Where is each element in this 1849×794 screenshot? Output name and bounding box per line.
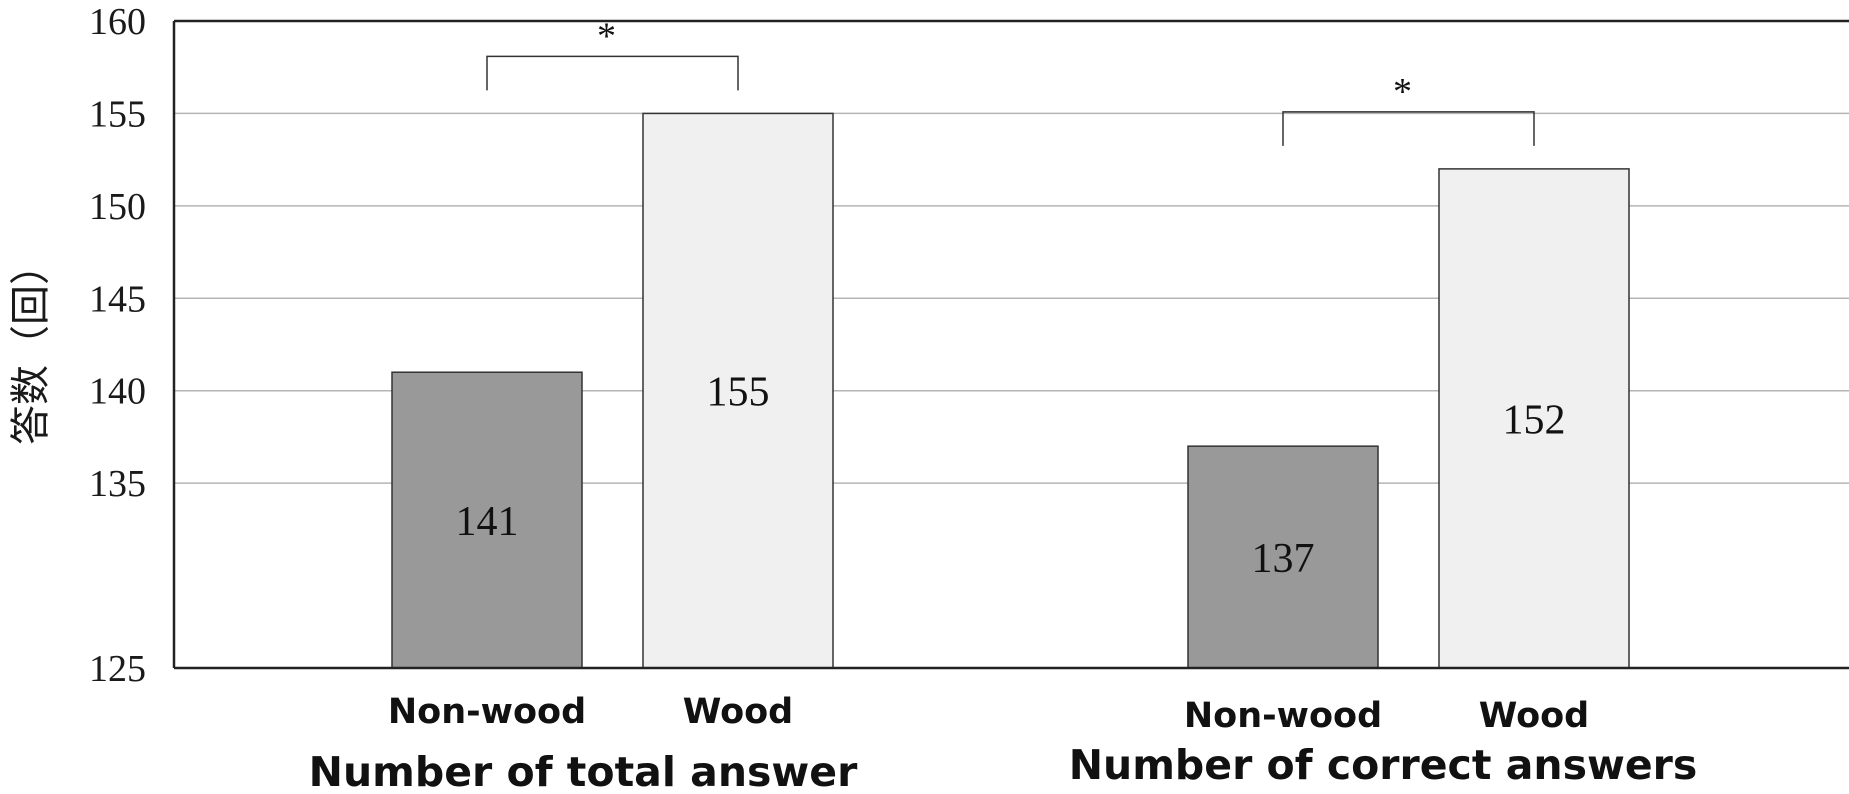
bar — [1438, 168, 1630, 669]
bar-value-label: 137 — [1252, 536, 1315, 582]
significance-marker: * — [597, 15, 616, 57]
bar-value-label: 155 — [707, 370, 770, 416]
bar-value-label: 152 — [1503, 397, 1566, 443]
category-label: Non-wood — [1184, 696, 1382, 736]
group-label: Number of correct answers — [1069, 741, 1698, 789]
bar-value-label: 141 — [456, 499, 519, 545]
y-tick-label: 125 — [89, 648, 146, 690]
bar — [1187, 445, 1379, 669]
y-tick-label: 135 — [89, 463, 146, 505]
category-label: Wood — [1479, 696, 1590, 736]
y-tick-label: 155 — [89, 93, 146, 135]
y-axis-label: 答数（回） — [8, 245, 54, 445]
category-labels: Non-wood Wood Number of total answer Non-wo… — [309, 692, 1698, 794]
axes — [172, 19, 1849, 670]
significance-bracket — [486, 55, 739, 91]
group-label: Number of total answer — [309, 748, 858, 794]
significance-bracket — [1282, 111, 1535, 146]
category-label: Wood — [683, 692, 794, 732]
category-label: Non-wood — [388, 692, 586, 732]
bar — [642, 112, 834, 669]
y-tick-label: 150 — [89, 186, 146, 228]
significance-marker: * — [1393, 71, 1412, 113]
y-tick-labels: 125 135 140 145 150 155 160 — [89, 1, 146, 690]
y-tick-label: 145 — [89, 278, 146, 320]
bar — [391, 371, 583, 669]
y-tick-label: 160 — [89, 1, 146, 43]
bars-layer: 141 155 * 137 152 * — [391, 15, 1630, 669]
y-tick-label: 140 — [89, 371, 146, 413]
